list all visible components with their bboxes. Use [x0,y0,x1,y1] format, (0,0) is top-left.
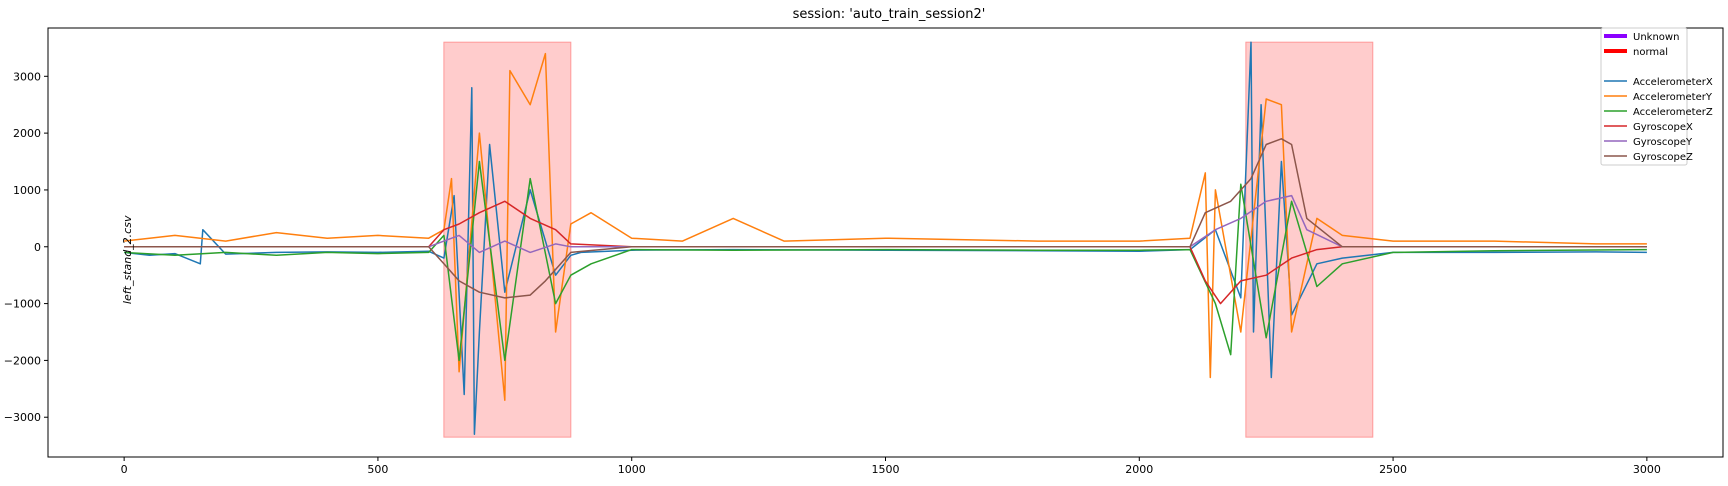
y-axis: −3000 −2000 −1000 0 1000 2000 3000 [4,70,48,424]
y-tick-label: 3000 [13,70,41,83]
series-line-accelerometerz [124,160,1647,362]
highlight-region-1 [1245,41,1374,438]
x-tick-label: 2500 [1379,463,1407,476]
x-tick-label: 3000 [1633,463,1661,476]
x-tick-label: 1500 [872,463,900,476]
chart-title: session: 'auto_train_session2' [793,7,986,22]
x-tick-label: 0 [121,463,128,476]
series-line-gyroscopez [124,138,1647,299]
plot-area [47,27,1724,458]
legend-label: GyroscopeY [1633,137,1693,148]
legend-label: AccelerometerY [1633,92,1713,103]
annotations: left_stand_2.csv [121,215,134,304]
legend-label: GyroscopeX [1633,122,1693,133]
legend-box [1600,27,1688,166]
series-line-gyroscopex [124,200,1647,305]
legend-label: GyroscopeZ [1633,152,1693,163]
legend-label: AccelerometerX [1633,77,1713,88]
annotation-0: left_stand_2.csv [121,215,134,304]
series-line-gyroscopey [124,194,1647,254]
series-line-accelerometery [124,52,1647,401]
y-tick-label: −3000 [4,411,41,424]
y-tick-label: 0 [34,241,41,254]
series-line-accelerometerx [124,41,1647,436]
legend-label: AccelerometerZ [1633,107,1713,118]
y-tick-label: −2000 [4,354,41,367]
legend-label: normal [1633,47,1668,58]
legend-label: Unknown [1633,32,1679,43]
x-tick-label: 500 [367,463,388,476]
highlight-regions [443,41,1374,438]
x-tick-label: 2000 [1125,463,1153,476]
y-tick-label: 2000 [13,127,41,140]
legend: Unknown normal AccelerometerX Accelerometer… [1600,27,1713,166]
x-axis: 0 500 1000 1500 2000 2500 3000 [121,457,1661,476]
series-lines [124,41,1647,436]
y-tick-label: −1000 [4,298,41,311]
y-tick-label: 1000 [13,184,41,197]
x-tick-label: 1000 [618,463,646,476]
